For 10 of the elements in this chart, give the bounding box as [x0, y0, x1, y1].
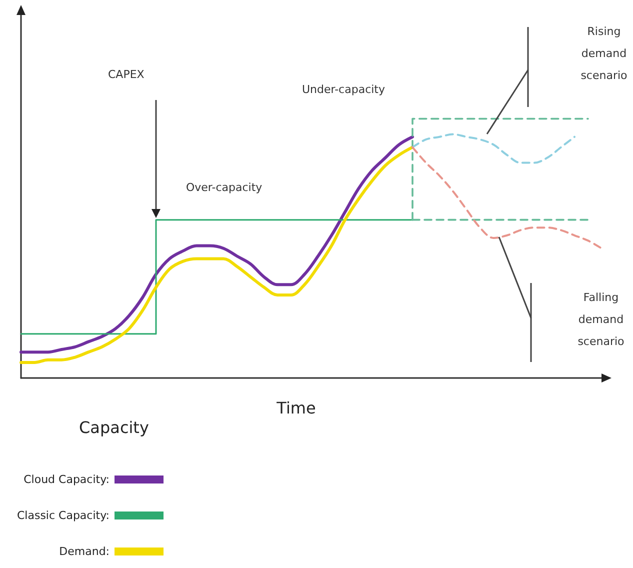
- annotation: Over-capacity: [186, 180, 262, 196]
- text: Rising demand scenario: [580, 24, 628, 84]
- text: CAPEX: [108, 67, 144, 83]
- legend-label: Demand:: [59, 545, 110, 558]
- annotation: Falling demand scenario: [576, 290, 626, 350]
- x-axis-title: Time: [276, 398, 316, 418]
- text: Capacity: [79, 417, 149, 439]
- legend-label: Classic Capacity:: [16, 509, 110, 522]
- text: Under-capacity: [302, 82, 385, 98]
- legend-label: Cloud Capacity:: [24, 473, 110, 486]
